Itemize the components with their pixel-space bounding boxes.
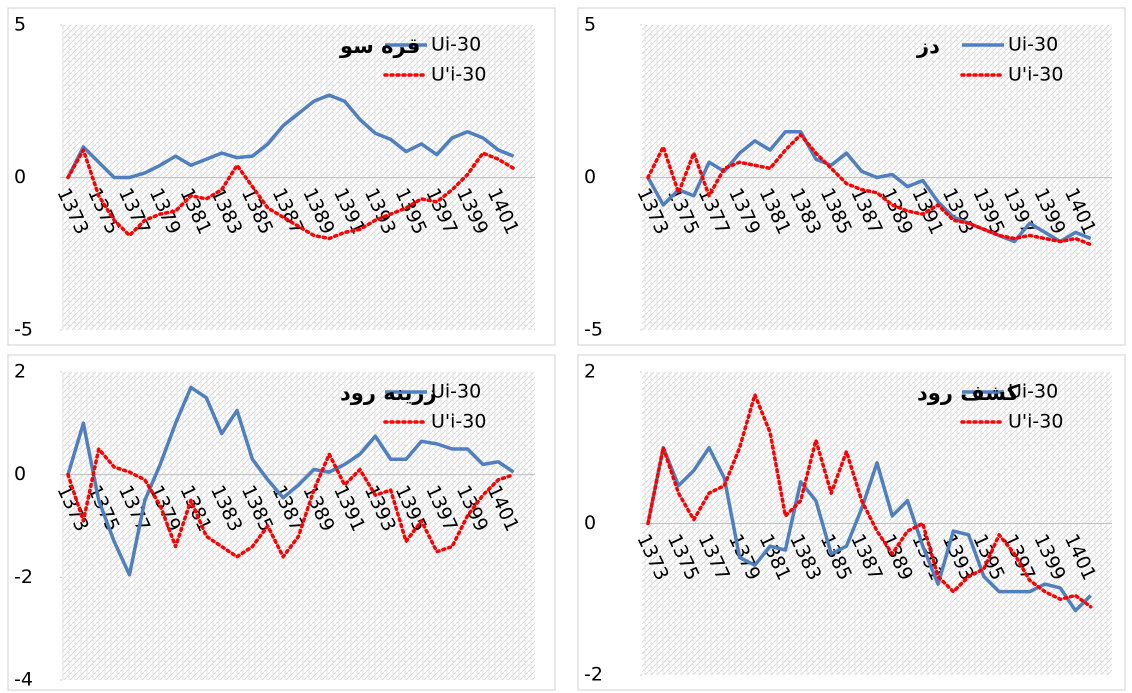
series-line: [646, 133, 1093, 247]
series-line: [66, 385, 515, 577]
y-tick-label: -5: [584, 319, 603, 341]
series-line: [646, 392, 1093, 609]
series-line: [646, 446, 1092, 613]
chart-title: زرینه رود: [340, 381, 437, 405]
y-tick-label: 2: [584, 361, 596, 383]
chart-title: دز: [916, 34, 940, 58]
y-tick-label: -4: [14, 669, 33, 691]
y-tick-label: 0: [584, 166, 596, 188]
legend-label: U'i-30: [1008, 64, 1063, 86]
y-tick-label: 5: [14, 14, 26, 36]
y-tick-label: -5: [14, 319, 33, 341]
legend-label: Ui-30: [431, 381, 481, 403]
legend-label: U'i-30: [431, 64, 486, 86]
legend-label: Ui-30: [1008, 34, 1058, 56]
y-tick-label: 0: [584, 512, 596, 534]
series-line: [66, 93, 515, 180]
legend-label: Ui-30: [1008, 381, 1058, 403]
chart-title: کشف رود: [917, 381, 1020, 405]
y-tick-label: 0: [14, 463, 26, 485]
y-tick-label: 5: [584, 14, 596, 36]
legend-label: U'i-30: [1008, 411, 1063, 433]
y-tick-label: 2: [14, 361, 26, 383]
legend-label: U'i-30: [431, 411, 486, 433]
series-line: [66, 148, 516, 241]
y-tick-label: 0: [14, 166, 26, 188]
series-line: [66, 447, 516, 559]
y-tick-label: -2: [14, 566, 33, 588]
chart-title: قره سو: [339, 34, 420, 58]
legend-label: Ui-30: [431, 34, 481, 56]
y-tick-label: -2: [584, 664, 603, 686]
